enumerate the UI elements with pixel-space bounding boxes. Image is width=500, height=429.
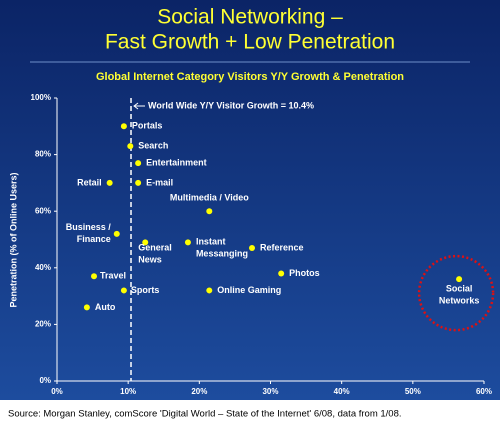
point-label: Social xyxy=(446,283,473,293)
point-label: Portals xyxy=(132,121,163,131)
point-label: Business / xyxy=(66,222,112,232)
point xyxy=(91,273,98,280)
point-label: Finance xyxy=(77,234,111,244)
point xyxy=(456,276,463,283)
point-label: Entertainment xyxy=(146,157,207,167)
point xyxy=(83,304,90,311)
point-label: Search xyxy=(138,140,168,150)
point xyxy=(206,208,213,215)
point-label: E-mail xyxy=(146,177,173,187)
source: Source: Morgan Stanley, comScore 'Digita… xyxy=(8,409,402,420)
y-axis-label: Penetration (% of Online Users) xyxy=(8,172,18,307)
point-label: Messanging xyxy=(196,249,248,259)
point-label: Multimedia / Video xyxy=(170,193,249,203)
chart-title: Fast Growth + Low Penetration xyxy=(105,31,395,54)
point-label: Instant xyxy=(196,237,226,247)
point xyxy=(135,179,142,186)
x-tick-label: 30% xyxy=(262,387,278,396)
y-tick-label: 80% xyxy=(35,150,51,159)
x-tick-label: 60% xyxy=(476,387,492,396)
chart-subtitle: Global Internet Category Visitors Y/Y Gr… xyxy=(96,71,404,83)
point-label: Networks xyxy=(439,295,480,305)
point xyxy=(120,123,127,130)
x-tick-label: 50% xyxy=(405,387,421,396)
point xyxy=(135,160,142,167)
reference-label: World Wide Y/Y Visitor Growth = 10.4% xyxy=(148,100,314,110)
point xyxy=(248,244,255,251)
point xyxy=(206,287,213,294)
y-tick-label: 100% xyxy=(31,93,51,102)
y-tick-label: 0% xyxy=(39,376,51,385)
point xyxy=(142,239,149,246)
point-label: News xyxy=(138,255,162,265)
point xyxy=(120,287,127,294)
x-tick-label: 10% xyxy=(120,387,136,396)
point-label: General xyxy=(138,243,172,253)
point-label: Reference xyxy=(260,242,304,252)
x-tick-label: 20% xyxy=(191,387,207,396)
footer-background xyxy=(0,400,500,429)
background xyxy=(0,0,500,400)
y-tick-label: 40% xyxy=(35,263,51,272)
reference-arrow xyxy=(133,102,146,110)
point-label: Online Gaming xyxy=(217,285,281,295)
point-label: Auto xyxy=(95,302,116,312)
point xyxy=(106,179,113,186)
x-tick-label: 40% xyxy=(334,387,350,396)
point xyxy=(113,230,120,237)
point-label: Retail xyxy=(77,177,102,187)
y-tick-label: 20% xyxy=(35,320,51,329)
point xyxy=(184,239,191,246)
point-label: Sports xyxy=(131,285,160,295)
point xyxy=(278,270,285,277)
point-label: Photos xyxy=(289,268,320,278)
point xyxy=(127,143,134,150)
highlight-circle xyxy=(417,254,495,332)
y-tick-label: 60% xyxy=(35,206,51,215)
point-label: Travel xyxy=(100,271,126,281)
chart-title: Social Networking – xyxy=(157,6,343,29)
x-tick-label: 0% xyxy=(51,387,63,396)
